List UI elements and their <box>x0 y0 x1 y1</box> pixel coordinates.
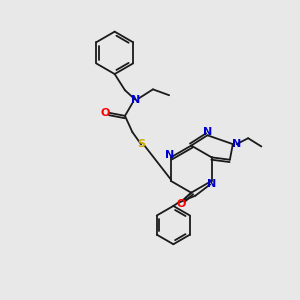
Text: N: N <box>203 127 212 137</box>
Text: N: N <box>207 179 216 189</box>
Text: S: S <box>137 140 145 149</box>
Text: N: N <box>165 150 174 160</box>
Text: O: O <box>176 199 186 209</box>
Text: O: O <box>100 108 110 118</box>
Text: N: N <box>232 139 241 149</box>
Text: N: N <box>131 94 140 105</box>
